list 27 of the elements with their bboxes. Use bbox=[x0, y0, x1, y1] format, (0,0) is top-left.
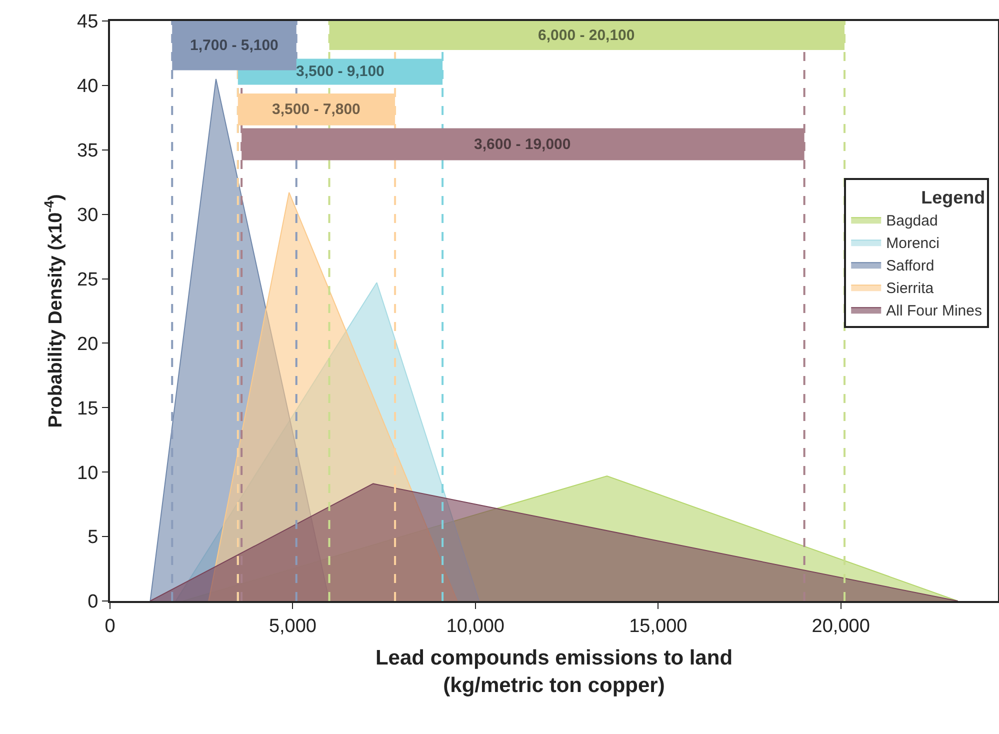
y-tick-label: 0 bbox=[88, 592, 98, 613]
y-tick-label: 15 bbox=[77, 398, 98, 420]
y-tick-label: 5 bbox=[88, 527, 98, 548]
band-label: 6,000 - 20,100 bbox=[538, 27, 635, 44]
legend-title: Legend bbox=[921, 187, 986, 208]
y-tick-label: 20 bbox=[77, 334, 98, 355]
x-tick-label: 5,000 bbox=[268, 616, 316, 637]
y-tick-label: 25 bbox=[77, 269, 98, 290]
band-label: 3,500 - 7,800 bbox=[272, 101, 360, 118]
x-tick-label: 20,000 bbox=[812, 616, 870, 637]
x-axis-title: Lead compounds emissions to land (kg/metric ton copper) bbox=[375, 646, 733, 697]
band-label: 3,600 - 19,000 bbox=[474, 136, 571, 153]
y-tick-label: 35 bbox=[77, 140, 98, 162]
x-tick-label: 10,000 bbox=[446, 616, 504, 637]
x-tick-label: 15,000 bbox=[629, 616, 688, 637]
y-tick-label: 40 bbox=[77, 76, 98, 98]
x-tick-label: 0 bbox=[104, 616, 116, 637]
legend-label: Sierrita bbox=[886, 280, 934, 297]
band-label: 1,700 - 5,100 bbox=[190, 37, 278, 54]
y-tick-label: 10 bbox=[77, 462, 98, 484]
legend-label: Morenci bbox=[886, 235, 940, 252]
y-tick-label: 30 bbox=[77, 204, 98, 226]
legend-label: All Four Mines bbox=[886, 302, 982, 320]
legend-label: Safford bbox=[886, 258, 934, 274]
y-tick-label: 45 bbox=[77, 12, 98, 33]
legend-label: Bagdad bbox=[886, 212, 938, 230]
band-label: 3,500 - 9,100 bbox=[296, 63, 384, 80]
